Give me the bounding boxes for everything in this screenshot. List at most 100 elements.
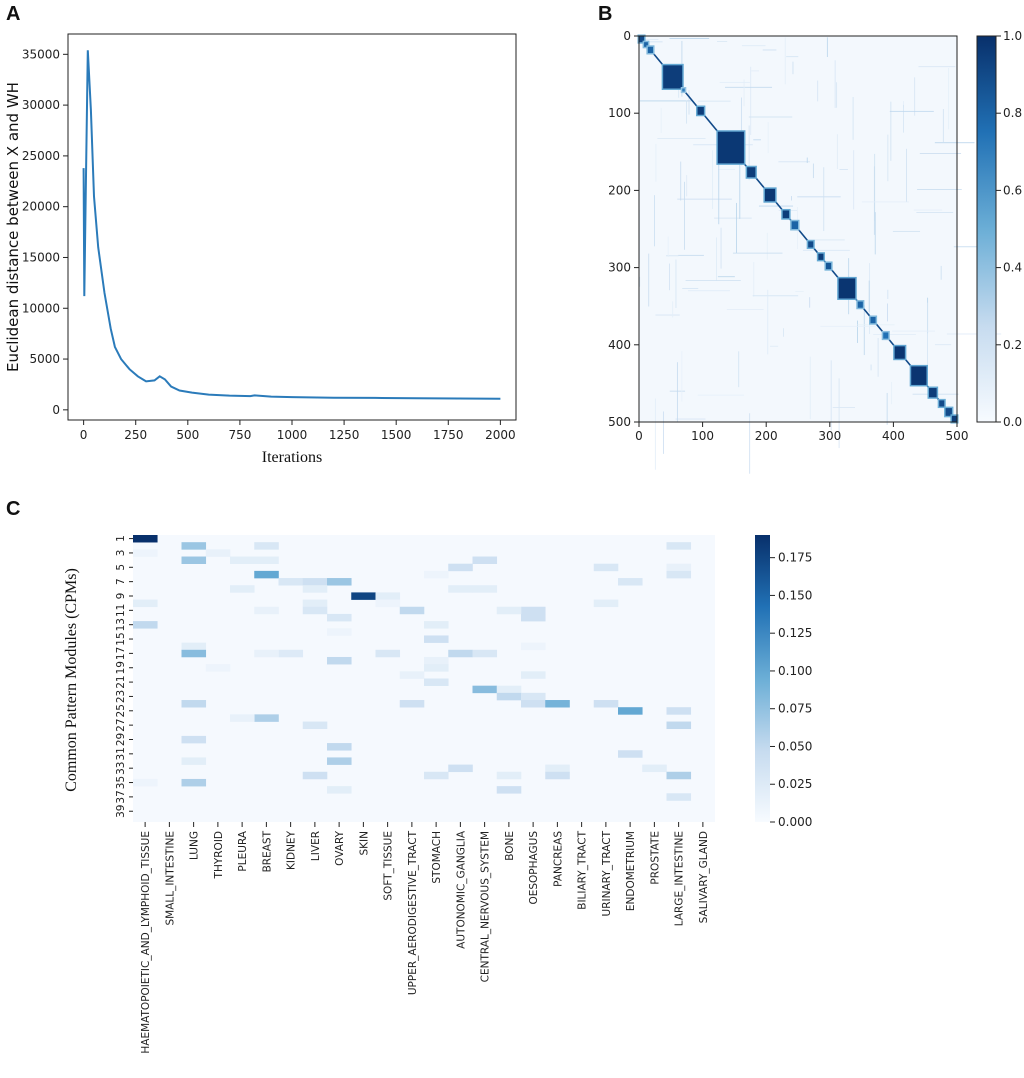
panel-c-cell [545,771,570,780]
panel-a-xtick-label: 500 [176,428,199,442]
panel-b-ytick-label: 400 [608,338,631,352]
panel-b-noise-cell [712,150,714,210]
panel-c-ylabel: Common Pattern Modules (CPMs) [63,568,80,792]
panel-c-cell [545,764,570,773]
panel-b-noise-cell [770,345,779,347]
panel-c-xtick-label: SKIN [358,831,370,856]
panel-b-noise-cell [942,109,944,142]
panel-b-noise-cell [934,142,975,144]
panel-c-xtick-label: KIDNEY [286,830,298,870]
panel-c-ytick-label: 9 [115,593,127,600]
panel-c-cell [545,700,570,708]
panel-c-cell [399,606,425,615]
panel-c-cell [327,757,352,765]
panel-b-noise-cell [669,263,670,291]
panel-b-block [764,188,776,202]
panel-b-colorbar-label: 0.6 [1003,183,1022,197]
panel-c-cell [424,664,449,672]
panel-b-noise-cell [927,302,928,367]
panel-b-noise-cell [853,150,855,210]
panel-b-noise-cell [783,328,784,337]
panel-c-xtick-label: AUTONOMIC_GANGLIA [455,830,467,949]
panel-c-colorbar [755,535,770,822]
panel-b-noise-cell [887,289,889,299]
panel-b-noise-cell [806,157,808,163]
panel-c-xtick-label: LUNG [189,831,201,860]
panel-c-ytick-label: 13 [115,618,127,631]
panel-b-noise-cell [657,138,706,139]
panel-c-cell [302,721,328,730]
panel-b-noise-cell [714,217,752,219]
panel-b-noise-cell [874,153,876,221]
panel-c-cell [448,563,473,572]
panel-c-xtick-label: URINARY_TRACT [601,830,613,916]
panel-c-cell [254,606,279,615]
panel-a-ytick-label: 5000 [29,352,60,366]
panel-c-cell [666,542,692,550]
panel-a-ytick-label: 20000 [22,200,60,214]
panel-b-xtick-label: 100 [691,429,714,443]
panel-c-cell [181,642,207,651]
panel-c-cell [375,599,401,608]
panel-c-cell [133,599,158,608]
panel-b-block [838,278,856,299]
panel-b-noise-cell [655,314,680,316]
panel-c-ytick-label: 1 [115,535,127,542]
panel-b-noise-cell [666,255,679,257]
panel-b-block [647,46,653,53]
panel-c-cell [181,757,207,765]
panel-b-noise-cell [857,320,858,343]
panel-b-block [747,167,756,178]
panel-b-noise-cell [890,101,892,161]
panel-b-block [682,88,685,92]
panel-b-noise-cell [683,181,685,250]
panel-c-colorbar-label: 0.100 [778,664,812,678]
panel-a-series-line [82,50,501,400]
panel-c-cell [472,649,498,658]
panel-b-noise-cell [826,37,828,57]
panel-b-noise-cell [697,394,745,396]
panel-b-block [945,408,952,416]
panel-b-block [808,241,814,248]
panel-c-cell [666,563,692,572]
panel-c-cell [327,786,352,794]
panel-b-consensus-heatmap: 0 100 200 300 400 500 0 100 200 300 400 500 0.0 0.2… [608,29,1022,474]
panel-b-block [894,346,905,359]
panel-b-block [644,42,648,47]
panel-c-cell [302,599,328,608]
panel-c-cell [448,649,473,658]
panel-b-noise-cell [680,161,682,201]
panel-b-noise-cell [892,230,921,232]
panel-b-noise-cell [838,378,840,449]
panel-a-ytick-label: 10000 [22,301,60,315]
panel-b-noise-cell [675,259,677,308]
panel-c-cell [593,599,619,608]
panel-b-block [939,400,945,407]
panel-b-colorbar-label: 0.2 [1003,338,1022,352]
panel-b-noise-cell [836,134,838,170]
panel-b-noise-cell [741,45,766,47]
panel-c-cell [521,613,546,622]
panel-b-noise-cell [672,301,674,318]
panel-b-noise-cell [903,104,904,133]
panel-c-cell [302,606,328,615]
panel-label-c: C [6,498,20,520]
panel-b-noise-cell [948,68,950,130]
panel-c-cell [230,585,255,593]
panel-c-cell [448,585,473,593]
panel-c-xtick-label: SMALL_INTESTINE [164,831,176,926]
panel-b-noise-cell [655,143,657,182]
panel-a-xtick-label: 750 [228,428,251,442]
panel-c-cell [327,578,352,586]
panel-c-xtick-label: OVARY [334,830,346,865]
panel-c-ytick-label: 19 [115,661,127,674]
panel-b-noise-cell [809,297,811,308]
panel-b-plot-frame [638,35,958,423]
panel-b-block [818,253,824,260]
panel-b-noise-cell [823,167,825,232]
panel-b-noise-cell [720,227,722,269]
panel-b-noise-cell [806,239,845,241]
panel-a-xlabel: Iterations [262,449,322,466]
panel-b-xtick-label: 200 [755,429,778,443]
